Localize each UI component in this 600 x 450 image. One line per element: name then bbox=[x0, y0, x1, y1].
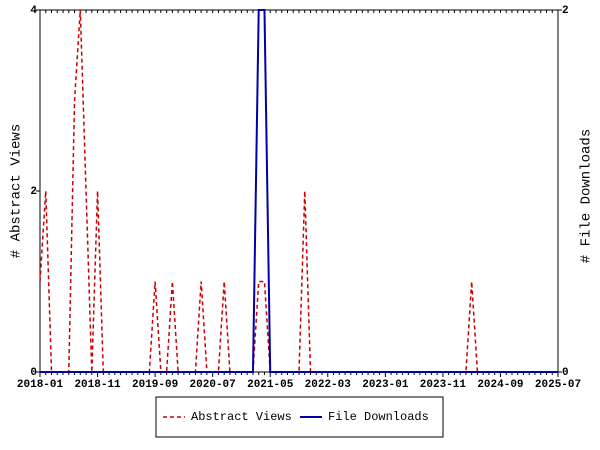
x-tick-label: 2020-07 bbox=[190, 379, 236, 391]
legend-label: Abstract Views bbox=[191, 410, 292, 424]
x-tick-label: 2023-01 bbox=[362, 379, 409, 391]
y-tick-label: 4 bbox=[30, 5, 37, 17]
legend-label: File Downloads bbox=[328, 410, 429, 424]
x-tick-label: 2019-09 bbox=[132, 379, 178, 391]
y-tick-label: 2 bbox=[30, 186, 37, 198]
y2-axis-title: # File Downloads bbox=[579, 129, 595, 263]
y2-tick-label: 0 bbox=[562, 367, 569, 379]
x-tick-label: 2022-03 bbox=[305, 379, 352, 391]
y-tick-label: 0 bbox=[30, 367, 37, 379]
x-tick-label: 2023-11 bbox=[420, 379, 467, 391]
x-tick-label: 2018-01 bbox=[17, 379, 64, 391]
x-tick-label: 2024-09 bbox=[477, 379, 523, 391]
legend-box bbox=[155, 396, 444, 438]
x-tick-label: 2025-07 bbox=[535, 379, 581, 391]
y-axis-title: # Abstract Views bbox=[9, 124, 25, 258]
y2-tick-label: 2 bbox=[562, 5, 569, 17]
x-tick-label: 2021-05 bbox=[247, 379, 294, 391]
series-line bbox=[39, 9, 558, 373]
plot-frame bbox=[39, 9, 559, 373]
x-tick-label: 2018-11 bbox=[74, 379, 121, 391]
series-line bbox=[40, 9, 558, 373]
